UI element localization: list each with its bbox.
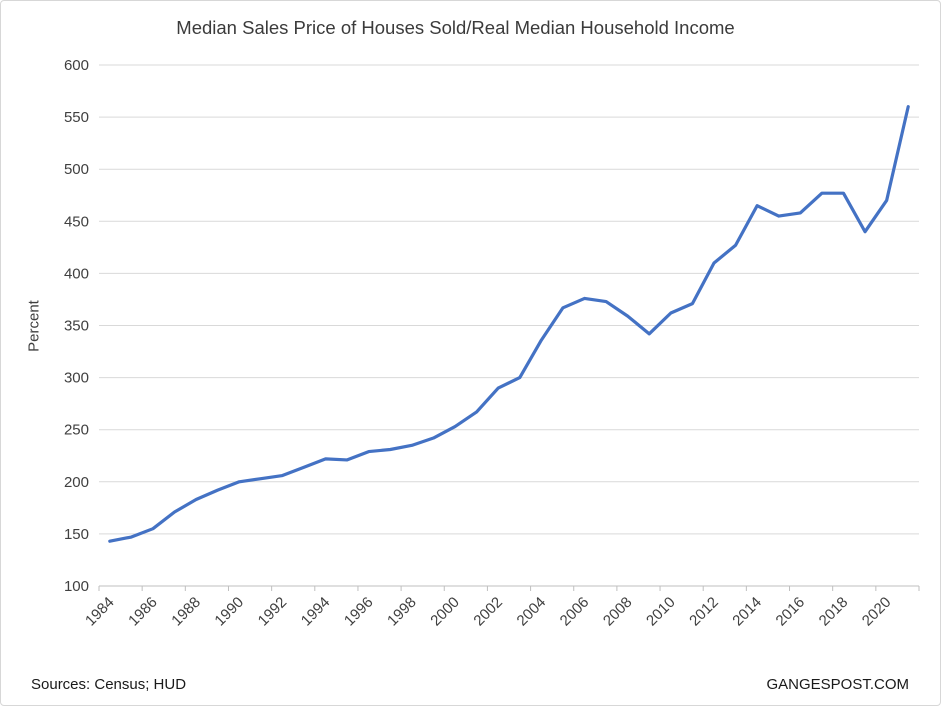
- x-tick-label: 1998: [384, 594, 420, 630]
- x-tick-label: 1988: [168, 594, 204, 630]
- x-tick-label: 2006: [557, 594, 593, 630]
- y-tick-label: 250: [64, 422, 89, 439]
- x-tick-label: 2000: [427, 594, 463, 630]
- y-tick-label: 350: [64, 318, 89, 335]
- y-tick-label: 150: [64, 526, 89, 543]
- y-tick-label: 400: [64, 265, 89, 282]
- sources-note: Sources: Census; HUD: [31, 676, 187, 693]
- x-tick-label: 2012: [686, 594, 722, 630]
- x-tick-label: 1992: [255, 594, 291, 630]
- y-tick-label: 500: [64, 161, 89, 178]
- y-tick-label: 450: [64, 213, 89, 230]
- x-tick-label: 2002: [470, 594, 506, 630]
- y-tick-label: 100: [64, 578, 89, 595]
- y-tick-label: 200: [64, 474, 89, 491]
- x-tick-label: 1994: [298, 594, 334, 630]
- x-tick-label: 2010: [643, 594, 679, 630]
- x-tick-label: 2016: [773, 594, 809, 630]
- x-tick-label: 2004: [514, 594, 550, 630]
- x-tick-label: 2020: [859, 594, 895, 630]
- watermark: GANGESPOST.COM: [766, 676, 909, 693]
- x-tick-label: 2008: [600, 594, 636, 630]
- y-tick-label: 550: [64, 109, 89, 126]
- y-tick-label: 600: [64, 57, 89, 74]
- x-tick-label: 1984: [82, 594, 118, 630]
- x-tick-label: 1986: [125, 594, 161, 630]
- data-line: [108, 105, 910, 543]
- y-tick-label: 300: [64, 370, 89, 387]
- x-tick-label: 2014: [729, 594, 765, 630]
- x-tick-label: 2018: [816, 594, 852, 630]
- chart-title: Median Sales Price of Houses Sold/Real M…: [176, 17, 735, 38]
- x-tick-label: 1990: [211, 594, 247, 630]
- x-tick-label: 1996: [341, 594, 377, 630]
